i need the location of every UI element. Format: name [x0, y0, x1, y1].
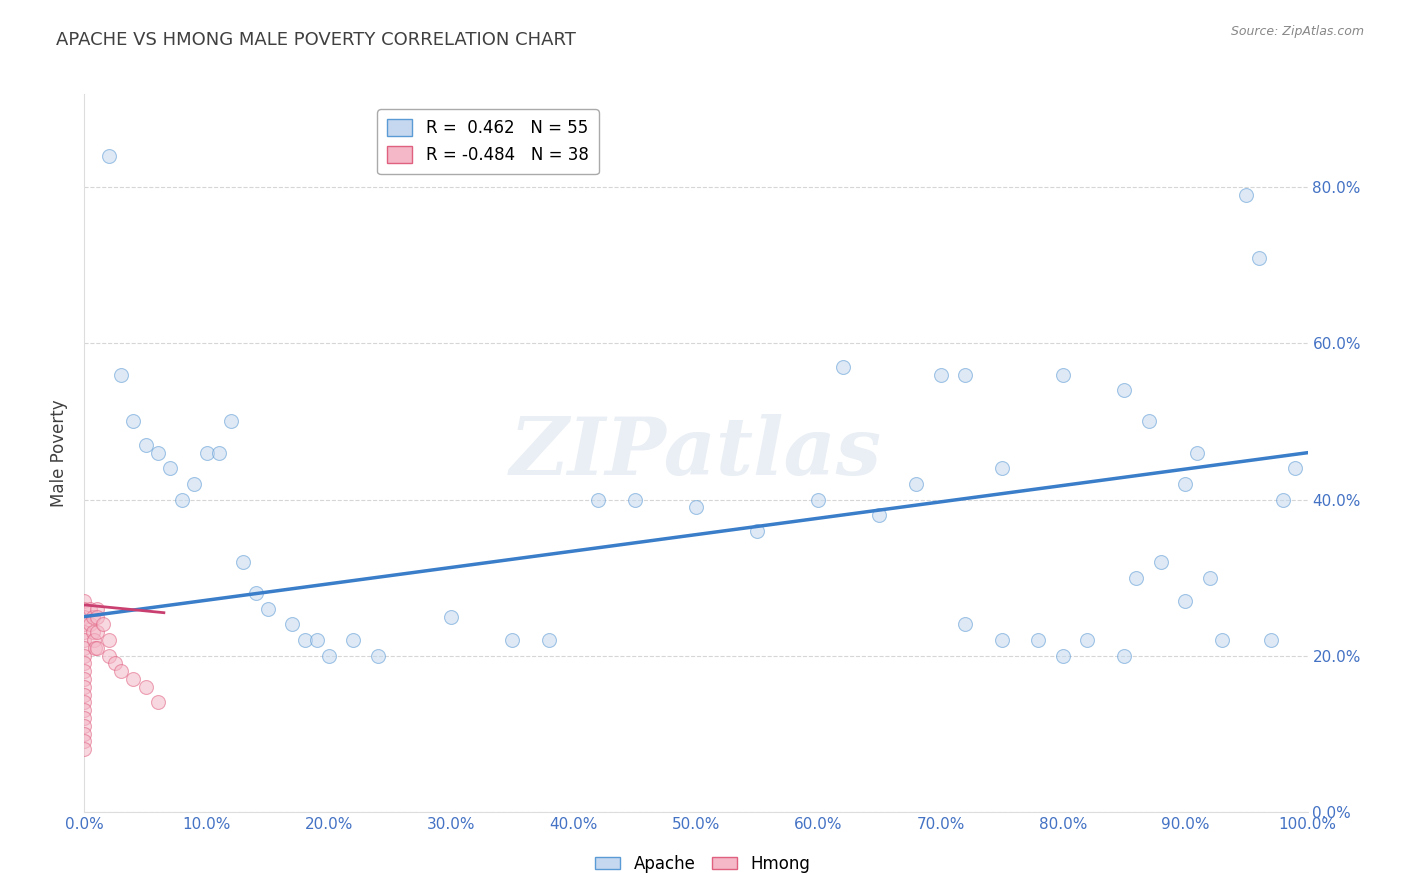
Point — [1028, 633, 1050, 648]
Point — [73, 742, 96, 756]
Point — [905, 476, 928, 491]
Point — [135, 438, 157, 452]
Point — [1174, 594, 1197, 608]
Point — [73, 657, 96, 671]
Point — [73, 703, 96, 717]
Point — [232, 555, 254, 569]
Point — [953, 368, 976, 382]
Point — [502, 633, 524, 648]
Point — [1114, 648, 1136, 663]
Point — [97, 633, 120, 648]
Point — [73, 696, 96, 710]
Point — [183, 476, 205, 491]
Point — [624, 492, 647, 507]
Point — [1211, 633, 1233, 648]
Point — [1174, 476, 1197, 491]
Point — [367, 648, 389, 663]
Point — [146, 696, 169, 710]
Point — [86, 640, 108, 655]
Point — [245, 586, 267, 600]
Point — [991, 461, 1014, 475]
Point — [1198, 571, 1220, 585]
Point — [86, 602, 108, 616]
Point — [1150, 555, 1173, 569]
Point — [1137, 414, 1160, 429]
Point — [1187, 446, 1209, 460]
Point — [82, 625, 104, 640]
Point — [73, 594, 96, 608]
Point — [91, 617, 114, 632]
Point — [1272, 492, 1295, 507]
Point — [73, 734, 96, 748]
Point — [1052, 648, 1074, 663]
Point — [831, 359, 853, 374]
Point — [1236, 188, 1258, 202]
Point — [747, 524, 769, 538]
Point — [1052, 368, 1074, 382]
Point — [807, 492, 830, 507]
Point — [110, 664, 132, 679]
Point — [294, 633, 316, 648]
Point — [159, 461, 181, 475]
Point — [318, 648, 340, 663]
Point — [538, 633, 561, 648]
Point — [342, 633, 364, 648]
Point — [1284, 461, 1306, 475]
Point — [1076, 633, 1098, 648]
Point — [110, 368, 132, 382]
Point — [219, 414, 242, 429]
Point — [305, 633, 328, 648]
Point — [73, 672, 96, 686]
Point — [208, 446, 231, 460]
Point — [991, 633, 1014, 648]
Point — [73, 688, 96, 702]
Point — [73, 726, 96, 740]
Y-axis label: Male Poverty: Male Poverty — [51, 399, 69, 507]
Point — [73, 711, 96, 725]
Point — [73, 664, 96, 679]
Point — [953, 617, 976, 632]
Point — [1125, 571, 1147, 585]
Point — [73, 633, 96, 648]
Point — [104, 657, 127, 671]
Point — [84, 640, 107, 655]
Legend: Apache, Hmong: Apache, Hmong — [589, 848, 817, 880]
Point — [86, 625, 108, 640]
Point — [86, 609, 108, 624]
Point — [281, 617, 304, 632]
Point — [73, 719, 96, 733]
Point — [1260, 633, 1282, 648]
Point — [146, 446, 169, 460]
Point — [79, 617, 101, 632]
Point — [172, 492, 194, 507]
Point — [586, 492, 609, 507]
Text: ZIPatlas: ZIPatlas — [510, 414, 882, 491]
Point — [82, 609, 104, 624]
Point — [79, 602, 101, 616]
Point — [929, 368, 952, 382]
Point — [73, 648, 96, 663]
Legend: R =  0.462   N = 55, R = -0.484   N = 38: R = 0.462 N = 55, R = -0.484 N = 38 — [377, 109, 599, 174]
Point — [122, 672, 145, 686]
Point — [97, 648, 120, 663]
Point — [257, 602, 280, 616]
Point — [135, 680, 157, 694]
Point — [73, 625, 96, 640]
Point — [869, 508, 891, 523]
Point — [685, 500, 707, 515]
Point — [73, 640, 96, 655]
Point — [83, 633, 105, 648]
Point — [1114, 384, 1136, 398]
Point — [1247, 251, 1270, 265]
Point — [440, 609, 463, 624]
Point — [73, 609, 96, 624]
Point — [97, 149, 120, 163]
Text: Source: ZipAtlas.com: Source: ZipAtlas.com — [1230, 25, 1364, 38]
Point — [73, 602, 96, 616]
Point — [73, 680, 96, 694]
Point — [73, 617, 96, 632]
Point — [195, 446, 218, 460]
Point — [122, 414, 145, 429]
Text: APACHE VS HMONG MALE POVERTY CORRELATION CHART: APACHE VS HMONG MALE POVERTY CORRELATION… — [56, 31, 576, 49]
